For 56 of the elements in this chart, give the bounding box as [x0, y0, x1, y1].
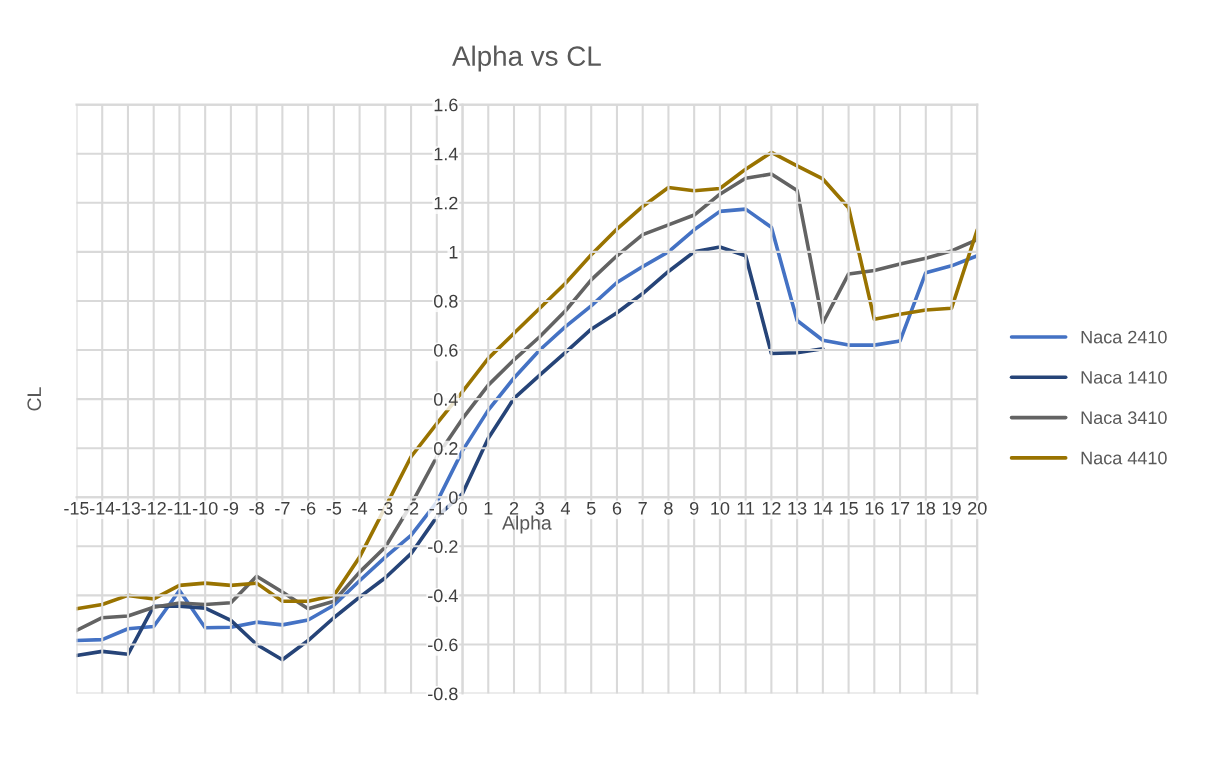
x-tick-label: -9 [223, 501, 239, 515]
y-tick-label: 1.2 [434, 196, 458, 210]
y-tick-label: -0.6 [428, 638, 458, 652]
x-tick-label: 19 [942, 501, 961, 515]
x-tick-label: -14 [89, 502, 115, 515]
y-tick-label: -0.2 [428, 540, 458, 554]
x-tick-label: 7 [638, 502, 647, 515]
x-axis-title: Alpha [502, 515, 552, 534]
x-tick-label: 18 [917, 501, 936, 515]
legend-label: Naca 2410 [1081, 330, 1167, 344]
y-tick-label: -0.8 [428, 687, 458, 701]
x-tick-label: 17 [891, 502, 910, 515]
x-tick-label: 5 [586, 502, 596, 515]
x-tick-label: 13 [788, 501, 807, 515]
y-tick-label: 1 [449, 245, 458, 259]
x-tick-label: 6 [612, 501, 622, 515]
chart-title: Alpha vs CL [452, 45, 601, 72]
x-tick-label: -10 [192, 501, 218, 515]
x-tick-label: -7 [275, 502, 290, 515]
y-tick-label: 1.6 [434, 98, 458, 112]
y-tick-label: 0.8 [433, 294, 458, 308]
x-tick-label: -4 [352, 502, 368, 515]
x-tick-label: -15 [64, 502, 89, 515]
legend-label: Naca 3410 [1081, 411, 1167, 425]
x-tick-label: -3 [378, 501, 393, 515]
x-tick-label: 11 [737, 502, 755, 515]
x-tick-label: 10 [711, 501, 730, 515]
x-tick-label: -11 [167, 502, 191, 515]
x-tick-label: -1 [429, 502, 444, 515]
y-axis-title: CL [27, 387, 42, 411]
legend-label: Naca 4410 [1081, 451, 1167, 465]
y-tick-label: 0.2 [433, 442, 458, 455]
x-tick-label: -12 [141, 501, 166, 515]
x-tick-label: -5 [326, 502, 342, 515]
y-tick-label: 1.4 [434, 147, 458, 161]
y-tick-label: -0.4 [428, 589, 458, 603]
x-tick-label: -13 [115, 501, 141, 515]
x-tick-label: 14 [814, 502, 833, 515]
x-tick-label: 16 [865, 501, 884, 515]
x-tick-label: -8 [249, 501, 264, 515]
y-tick-label: 0.6 [433, 343, 458, 357]
x-tick-label: 3 [535, 501, 544, 515]
y-tick-label: 0.4 [433, 393, 458, 406]
x-tick-label: 20 [968, 501, 987, 515]
x-tick-label: -6 [300, 501, 316, 515]
x-tick-label: -2 [403, 501, 419, 515]
x-tick-label: 1 [484, 502, 493, 515]
x-tick-label: 4 [560, 502, 570, 515]
x-tick-label: 15 [839, 502, 858, 515]
x-tick-label: 2 [509, 501, 519, 515]
y-tick-label: 0 [449, 491, 458, 504]
legend-label: Naca 1410 [1081, 371, 1167, 384]
x-tick-label: 0 [458, 501, 467, 515]
x-tick-label: 9 [689, 501, 699, 515]
x-tick-label: 8 [664, 501, 673, 515]
x-tick-label: 12 [762, 501, 781, 515]
